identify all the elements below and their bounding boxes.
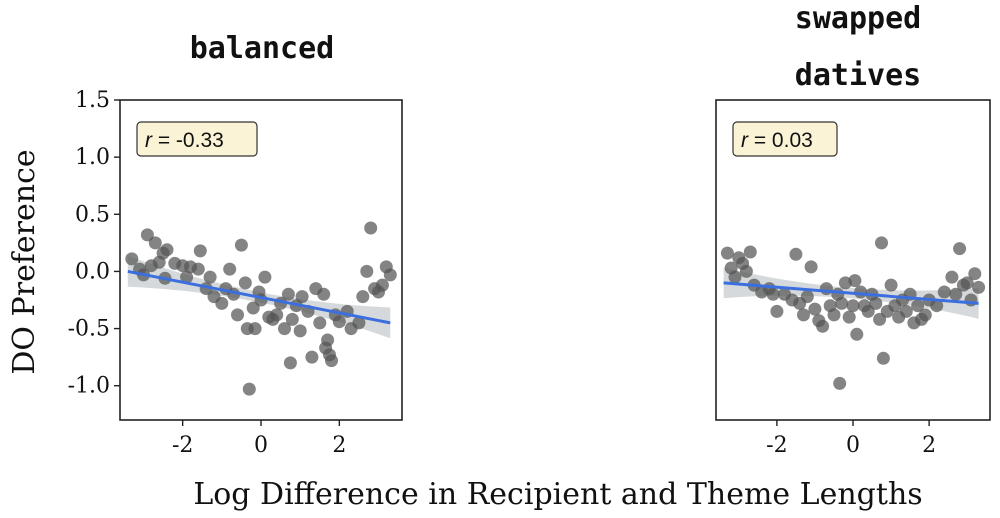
x-tick-label: 2 bbox=[922, 433, 936, 458]
data-point bbox=[968, 267, 982, 281]
data-point bbox=[364, 221, 378, 235]
data-point bbox=[960, 276, 974, 290]
data-point bbox=[953, 242, 967, 256]
data-point bbox=[317, 287, 331, 301]
data-point bbox=[797, 308, 810, 322]
data-point bbox=[281, 287, 295, 301]
data-point bbox=[321, 333, 335, 347]
panel-title: swapped bbox=[795, 1, 921, 36]
data-point bbox=[728, 270, 742, 284]
data-point bbox=[215, 296, 229, 310]
data-point bbox=[248, 322, 262, 336]
data-point bbox=[743, 245, 757, 259]
data-point bbox=[972, 280, 986, 294]
data-point bbox=[876, 351, 890, 365]
data-point bbox=[884, 278, 898, 292]
data-point bbox=[848, 274, 862, 288]
data-point bbox=[819, 282, 833, 296]
y-axis-label: DO Preference bbox=[7, 149, 42, 374]
data-point bbox=[949, 287, 963, 301]
data-point bbox=[270, 308, 284, 322]
data-point bbox=[873, 312, 887, 326]
data-point bbox=[375, 278, 389, 292]
data-point bbox=[808, 302, 822, 316]
data-point bbox=[278, 322, 291, 336]
data-point bbox=[789, 247, 803, 261]
data-point bbox=[223, 262, 237, 276]
y-tick-label: 1.5 bbox=[75, 88, 110, 113]
data-point bbox=[242, 382, 256, 396]
y-tick-label: 0.5 bbox=[75, 202, 110, 227]
data-point bbox=[854, 285, 868, 299]
data-point bbox=[945, 270, 959, 284]
x-axis-label: Log Difference in Recipient and Theme Le… bbox=[193, 477, 922, 512]
correlation-label: r = -0.33 bbox=[145, 129, 224, 152]
data-point bbox=[258, 270, 272, 284]
data-point bbox=[231, 308, 244, 322]
data-point bbox=[295, 290, 309, 304]
data-point bbox=[918, 308, 932, 322]
y-tick-label: -0.5 bbox=[68, 317, 110, 342]
data-point bbox=[804, 260, 818, 274]
x-tick-label: 2 bbox=[332, 433, 346, 458]
data-point bbox=[203, 270, 217, 284]
data-point bbox=[875, 236, 888, 250]
x-tick-label: 0 bbox=[254, 433, 268, 458]
data-point bbox=[846, 299, 860, 313]
regression-line bbox=[723, 281, 979, 305]
data-point bbox=[180, 270, 194, 284]
data-point bbox=[827, 308, 841, 322]
data-point bbox=[850, 327, 864, 341]
data-point bbox=[899, 304, 913, 318]
data-point bbox=[293, 324, 307, 338]
data-point bbox=[360, 264, 374, 278]
data-point bbox=[816, 319, 830, 333]
y-tick-label: 1.0 bbox=[75, 145, 110, 170]
data-point bbox=[833, 376, 847, 390]
data-point bbox=[739, 264, 753, 278]
data-point bbox=[356, 290, 370, 304]
data-point bbox=[238, 276, 252, 290]
data-point bbox=[842, 310, 856, 324]
y-tick-label: -1.0 bbox=[68, 374, 110, 399]
panel-title: balanced bbox=[190, 31, 335, 66]
data-point bbox=[869, 296, 883, 310]
data-point bbox=[148, 236, 162, 250]
data-point bbox=[305, 350, 319, 364]
regression-line bbox=[127, 269, 391, 325]
data-point bbox=[234, 238, 248, 252]
x-tick-label: -2 bbox=[172, 433, 193, 458]
correlation-label: r = 0.03 bbox=[741, 129, 813, 152]
data-point bbox=[800, 290, 814, 304]
panel-swapped-datives: swapped datives -2 0 2 r = 0.03 bbox=[715, 1, 991, 458]
data-point bbox=[325, 354, 338, 368]
data-point bbox=[352, 316, 366, 330]
panel-balanced: balanced -2 0 2 1.5 1.0 0.5 0.0 -0.5 -1.0 r = -0.3… bbox=[68, 31, 403, 458]
correlation-box bbox=[732, 121, 838, 157]
data-point bbox=[332, 315, 346, 329]
x-tick-label: 0 bbox=[846, 433, 860, 458]
data-point bbox=[283, 356, 297, 370]
data-point bbox=[937, 285, 951, 299]
data-point bbox=[285, 312, 299, 326]
data-point bbox=[770, 304, 784, 318]
data-point bbox=[930, 299, 944, 313]
data-point bbox=[720, 246, 734, 260]
panel-title: datives bbox=[795, 58, 921, 93]
data-point bbox=[191, 262, 205, 276]
data-point bbox=[911, 299, 925, 313]
data-point bbox=[125, 252, 139, 266]
x-tick-label: -2 bbox=[766, 433, 787, 458]
data-point bbox=[160, 243, 174, 257]
correlation-box bbox=[136, 121, 258, 157]
data-point bbox=[193, 244, 207, 258]
data-point bbox=[766, 287, 780, 301]
data-point bbox=[383, 268, 397, 282]
data-point bbox=[246, 301, 260, 315]
data-point bbox=[140, 228, 154, 242]
y-tick-label: 0.0 bbox=[75, 259, 110, 284]
data-point bbox=[835, 296, 849, 310]
data-point bbox=[313, 316, 327, 330]
